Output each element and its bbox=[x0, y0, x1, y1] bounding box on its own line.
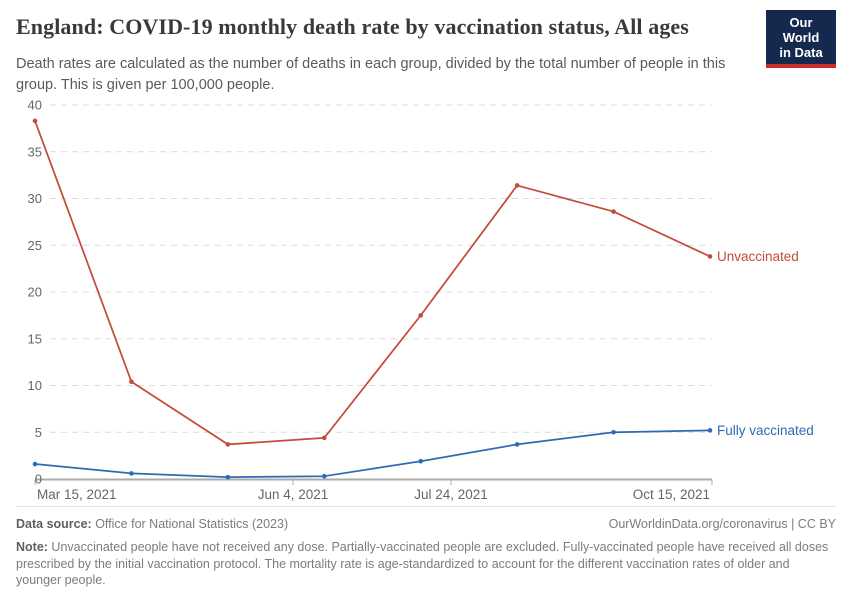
page-title: England: COVID-19 monthly death rate by … bbox=[16, 14, 689, 39]
owid-logo-line2: in Data bbox=[779, 45, 823, 60]
data-point-fully-vaccinated-6[interactable] bbox=[611, 429, 616, 435]
series-line-unvaccinated[interactable] bbox=[34, 120, 711, 446]
x-tick-label-3: Oct 15, 2021 bbox=[633, 487, 710, 502]
data-point-unvaccinated-5[interactable] bbox=[514, 183, 520, 188]
y-tick-label-5: 5 bbox=[35, 425, 42, 440]
owid-logo-line1: Our World bbox=[782, 15, 820, 45]
y-tick-label-10: 10 bbox=[28, 378, 42, 393]
footnote-text: Unvaccinated people have not received an… bbox=[16, 540, 829, 587]
data-point-fully-vaccinated-1[interactable] bbox=[129, 471, 134, 476]
data-point-unvaccinated-2[interactable] bbox=[225, 442, 231, 447]
data-source-text: Office for National Statistics (2023) bbox=[91, 517, 289, 531]
x-tick-label-2: Jul 24, 2021 bbox=[414, 487, 488, 502]
series-label-fully-vaccinated: Fully vaccinated bbox=[717, 423, 814, 438]
data-point-unvaccinated-7[interactable] bbox=[707, 254, 713, 259]
data-source-label: Data source: bbox=[16, 517, 92, 531]
data-point-fully-vaccinated-0[interactable] bbox=[32, 461, 38, 467]
y-tick-label-25: 25 bbox=[28, 238, 42, 253]
data-point-unvaccinated-6[interactable] bbox=[611, 209, 616, 214]
footnote-label: Note: bbox=[16, 540, 48, 554]
data-point-fully-vaccinated-4[interactable] bbox=[418, 458, 424, 464]
chart-subtitle: Death rates are calculated as the number… bbox=[16, 56, 726, 93]
series-line-fully-vaccinated[interactable] bbox=[34, 429, 711, 479]
source-row: Data source: Office for National Statist… bbox=[16, 517, 836, 531]
y-tick-label-15: 15 bbox=[28, 331, 42, 346]
y-tick-label-40: 40 bbox=[28, 98, 42, 113]
y-tick-label-0: 0 bbox=[35, 472, 42, 487]
owid-logo[interactable]: Our World in Data bbox=[766, 10, 836, 68]
data-point-fully-vaccinated-2[interactable] bbox=[225, 474, 231, 480]
data-point-unvaccinated-1[interactable] bbox=[129, 379, 134, 385]
data-point-fully-vaccinated-7[interactable] bbox=[707, 428, 713, 433]
data-point-unvaccinated-4[interactable] bbox=[418, 313, 424, 318]
y-tick-label-35: 35 bbox=[28, 144, 42, 159]
footnote: Note: Unvaccinated people have not recei… bbox=[16, 539, 836, 589]
y-tick-label-30: 30 bbox=[28, 191, 42, 206]
series-label-unvaccinated: Unvaccinated bbox=[717, 249, 799, 264]
license-link[interactable]: OurWorldinData.org/coronavirus | CC BY bbox=[608, 517, 836, 531]
data-source: Data source: Office for National Statist… bbox=[16, 517, 288, 531]
x-tick-label-0: Mar 15, 2021 bbox=[37, 487, 117, 502]
x-tick-label-1: Jun 4, 2021 bbox=[258, 487, 329, 502]
chart-canvas[interactable]: 0 5 10 15 20 25 30 35 40 Mar 15, 2021 Jun 4, 2021 J… bbox=[0, 95, 850, 506]
chart-footer: Data source: Office for National Statist… bbox=[16, 506, 836, 589]
y-tick-label-20: 20 bbox=[28, 285, 42, 300]
data-point-fully-vaccinated-3[interactable] bbox=[321, 473, 327, 479]
data-point-unvaccinated-3[interactable] bbox=[321, 435, 327, 441]
data-point-unvaccinated-0[interactable] bbox=[32, 118, 38, 124]
data-point-fully-vaccinated-5[interactable] bbox=[514, 442, 520, 447]
